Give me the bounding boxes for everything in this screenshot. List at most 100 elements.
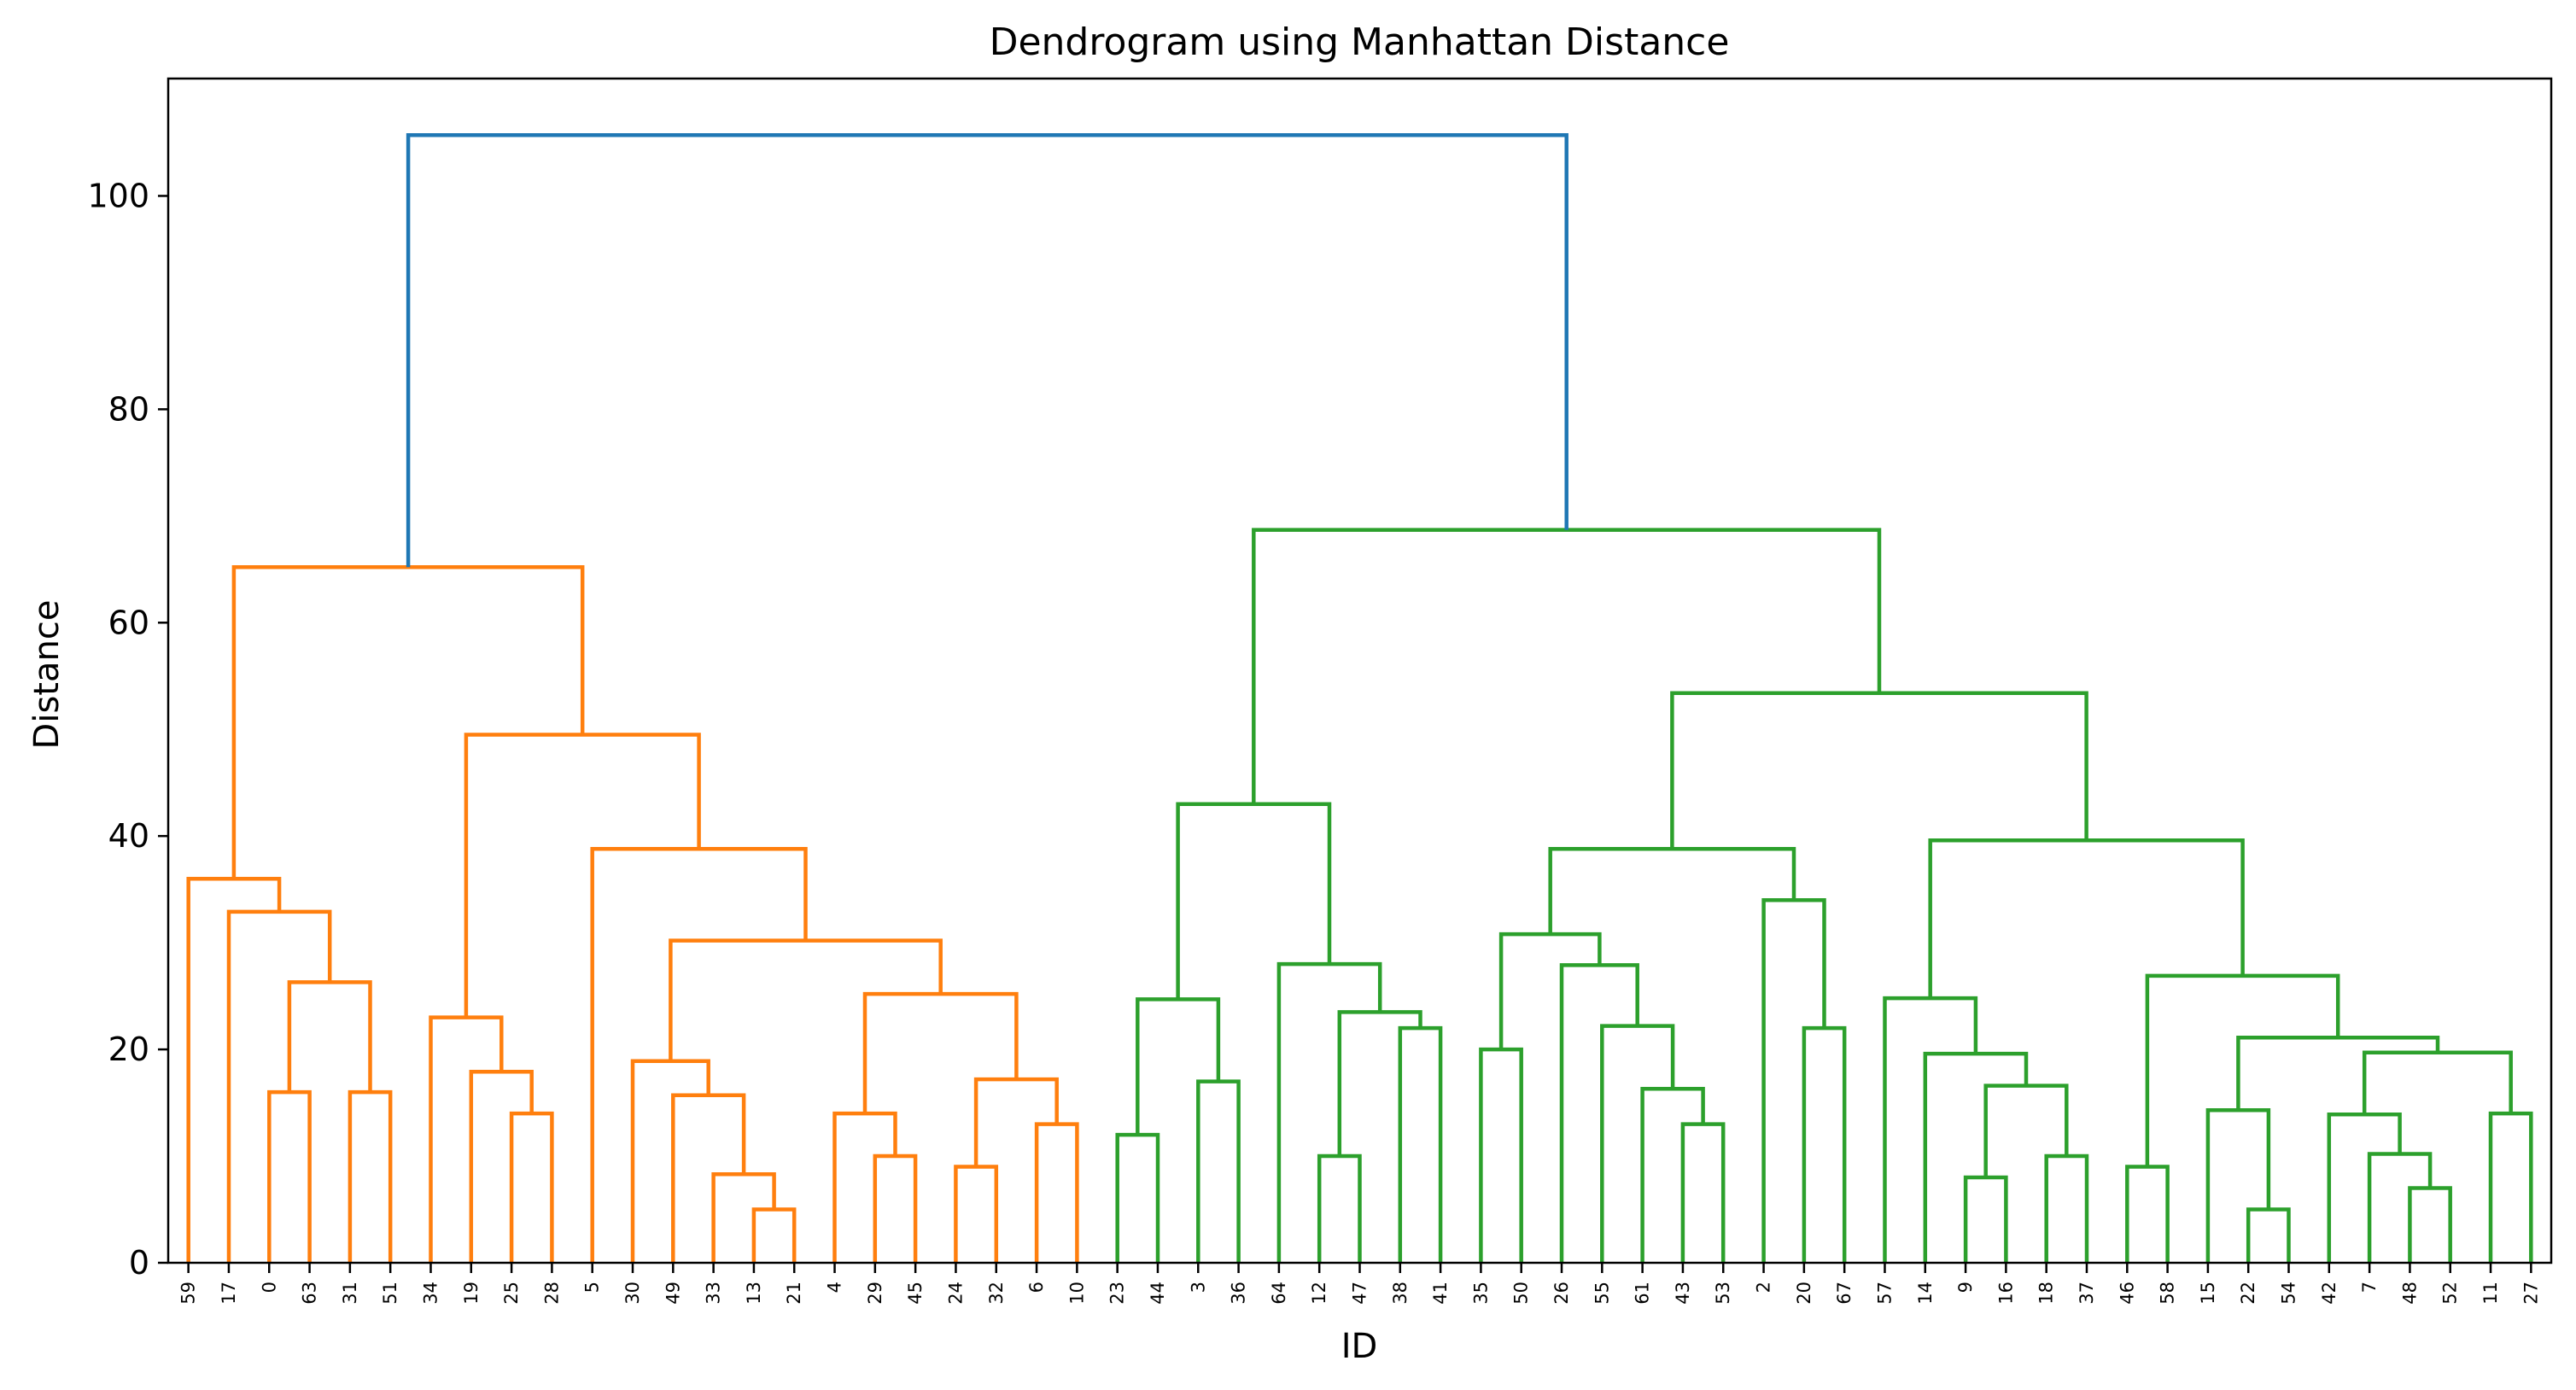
leaf-label: 63 bbox=[300, 1282, 320, 1305]
dendrogram-link-o11 bbox=[671, 1093, 746, 1263]
leaf-label: 11 bbox=[2480, 1282, 2501, 1305]
leaf-label: 45 bbox=[905, 1282, 926, 1305]
dendrogram-link-o5 bbox=[186, 876, 282, 1263]
dendrogram-link-o21 bbox=[464, 733, 701, 1018]
dendrogram-link-g18 bbox=[1963, 1175, 2008, 1263]
dendrogram-link-g11 bbox=[1640, 1087, 1705, 1263]
leaf-label: 61 bbox=[1633, 1282, 1653, 1305]
x-axis-label: ID bbox=[1341, 1327, 1378, 1366]
leaf-label: 55 bbox=[1592, 1282, 1612, 1305]
leaf-label: 53 bbox=[1713, 1282, 1733, 1305]
dendrogram-link-o14 bbox=[832, 1111, 897, 1263]
leaf-label: 49 bbox=[663, 1282, 683, 1305]
leaf-label: 33 bbox=[704, 1282, 724, 1305]
dendrogram-link-o1 bbox=[267, 1089, 312, 1263]
dendrogram-link-g8 bbox=[1176, 802, 1332, 1000]
leaf-label: 50 bbox=[1511, 1282, 1532, 1305]
dendrogram-link-g1 bbox=[1115, 1132, 1160, 1263]
dendrogram-link-g20 bbox=[1983, 1083, 2069, 1177]
leaf-label: 0 bbox=[259, 1282, 279, 1293]
leaf-label: 9 bbox=[1955, 1282, 1976, 1293]
leaf-label: 42 bbox=[2319, 1282, 2339, 1305]
dendrogram-link-g19 bbox=[2044, 1153, 2089, 1263]
y-tick-label: 100 bbox=[87, 177, 149, 214]
leaf-label: 22 bbox=[2238, 1282, 2258, 1305]
dendrogram-link-g17 bbox=[1548, 846, 1796, 935]
leaf-label: 17 bbox=[219, 1282, 239, 1305]
dendrogram-link-g35 bbox=[1252, 528, 1882, 804]
dendrogram-link-g14 bbox=[1498, 932, 1602, 1050]
leaf-label: 19 bbox=[461, 1282, 482, 1305]
dendrogram-link-o9 bbox=[751, 1207, 797, 1263]
leaf-label: 18 bbox=[2036, 1282, 2057, 1305]
dendrogram-link-g2 bbox=[1196, 1079, 1241, 1263]
leaf-label: 41 bbox=[1430, 1282, 1451, 1305]
chart-title: Dendrogram using Manhattan Distance bbox=[990, 20, 1730, 64]
leaf-label: 43 bbox=[1673, 1282, 1693, 1305]
y-axis-label: Distance bbox=[27, 600, 67, 750]
leaf-label: 44 bbox=[1148, 1282, 1168, 1305]
dendrogram-links bbox=[186, 132, 2533, 1263]
dendrogram-link-g27 bbox=[2367, 1152, 2433, 1263]
leaf-label: 34 bbox=[421, 1282, 441, 1305]
leaf-label: 51 bbox=[380, 1282, 400, 1305]
dendrogram-link-o4 bbox=[226, 909, 332, 1263]
dendrogram-link-g15 bbox=[1802, 1025, 1847, 1263]
leaf-label: 7 bbox=[2359, 1282, 2380, 1293]
dendrogram-link-g26 bbox=[2408, 1186, 2452, 1263]
leaf-label: 29 bbox=[865, 1282, 885, 1305]
leaf-label: 13 bbox=[744, 1282, 764, 1305]
leaf-label: 52 bbox=[2440, 1282, 2461, 1305]
dendrogram-link-o7 bbox=[469, 1070, 534, 1263]
dendrogram-link-g31 bbox=[2236, 1036, 2440, 1111]
leaf-label: 37 bbox=[2077, 1282, 2097, 1305]
leaf-label: 3 bbox=[1188, 1282, 1208, 1293]
dendrogram-link-g7 bbox=[1276, 961, 1382, 1263]
leaf-label: 36 bbox=[1229, 1282, 1249, 1305]
x-axis-ticks: 59 17 0 63 31 51 34 19 25 28 5 30 49 33 13 21 4 29 45 24 32 6… bbox=[178, 1263, 2541, 1305]
y-tick-label: 60 bbox=[108, 604, 149, 641]
dendrogram-link-g5 bbox=[1398, 1025, 1443, 1263]
leaf-label: 4 bbox=[825, 1282, 845, 1293]
leaf-label: 2 bbox=[1754, 1282, 1774, 1293]
dendrogram-link-o13 bbox=[873, 1153, 918, 1263]
leaf-label: 31 bbox=[340, 1282, 360, 1305]
leaf-label: 54 bbox=[2279, 1282, 2299, 1305]
dendrogram-link-o16 bbox=[1034, 1122, 1079, 1263]
dendrogram-link-o12 bbox=[630, 1059, 710, 1263]
dendrogram-link-g9 bbox=[1479, 1047, 1523, 1263]
leaf-label: 10 bbox=[1066, 1282, 1087, 1305]
leaf-label: 24 bbox=[945, 1282, 966, 1305]
dendrogram-link-g10 bbox=[1680, 1122, 1726, 1263]
y-axis-ticks: 0 20 40 60 80 100 bbox=[87, 177, 168, 1282]
dendrogram-link-g13 bbox=[1559, 963, 1639, 1263]
leaf-label: 38 bbox=[1390, 1282, 1411, 1305]
leaf-label: 46 bbox=[2117, 1282, 2137, 1305]
leaf-label: 6 bbox=[1026, 1282, 1047, 1293]
dendrogram-link-root bbox=[406, 132, 1568, 568]
leaf-label: 15 bbox=[2198, 1282, 2218, 1305]
y-tick-label: 80 bbox=[108, 390, 149, 428]
dendrogram-link-o19 bbox=[669, 938, 943, 1061]
leaf-label: 27 bbox=[2521, 1282, 2541, 1305]
leaf-label: 47 bbox=[1350, 1282, 1370, 1305]
leaf-label: 35 bbox=[1470, 1282, 1491, 1305]
leaf-label: 67 bbox=[1834, 1282, 1855, 1305]
dendrogram-link-g28 bbox=[2327, 1113, 2402, 1263]
leaf-label: 64 bbox=[1269, 1282, 1289, 1305]
dendrogram-link-g25 bbox=[2205, 1108, 2271, 1263]
leaf-label: 28 bbox=[541, 1282, 562, 1305]
leaf-label: 21 bbox=[784, 1282, 804, 1305]
leaf-label: 32 bbox=[986, 1282, 1007, 1305]
leaf-label: 30 bbox=[622, 1282, 643, 1305]
leaf-label: 23 bbox=[1107, 1282, 1128, 1305]
dendrogram-link-g4 bbox=[1317, 1153, 1362, 1263]
leaf-label: 14 bbox=[1915, 1282, 1936, 1305]
dendrogram-link-o2 bbox=[348, 1089, 393, 1263]
dendrogram-link-g23 bbox=[2125, 1165, 2170, 1263]
dendrogram-link-g34 bbox=[1670, 691, 2088, 850]
leaf-label: 26 bbox=[1551, 1282, 1572, 1305]
leaf-label: 59 bbox=[178, 1282, 199, 1305]
dendrogram-link-g29 bbox=[2488, 1111, 2533, 1263]
